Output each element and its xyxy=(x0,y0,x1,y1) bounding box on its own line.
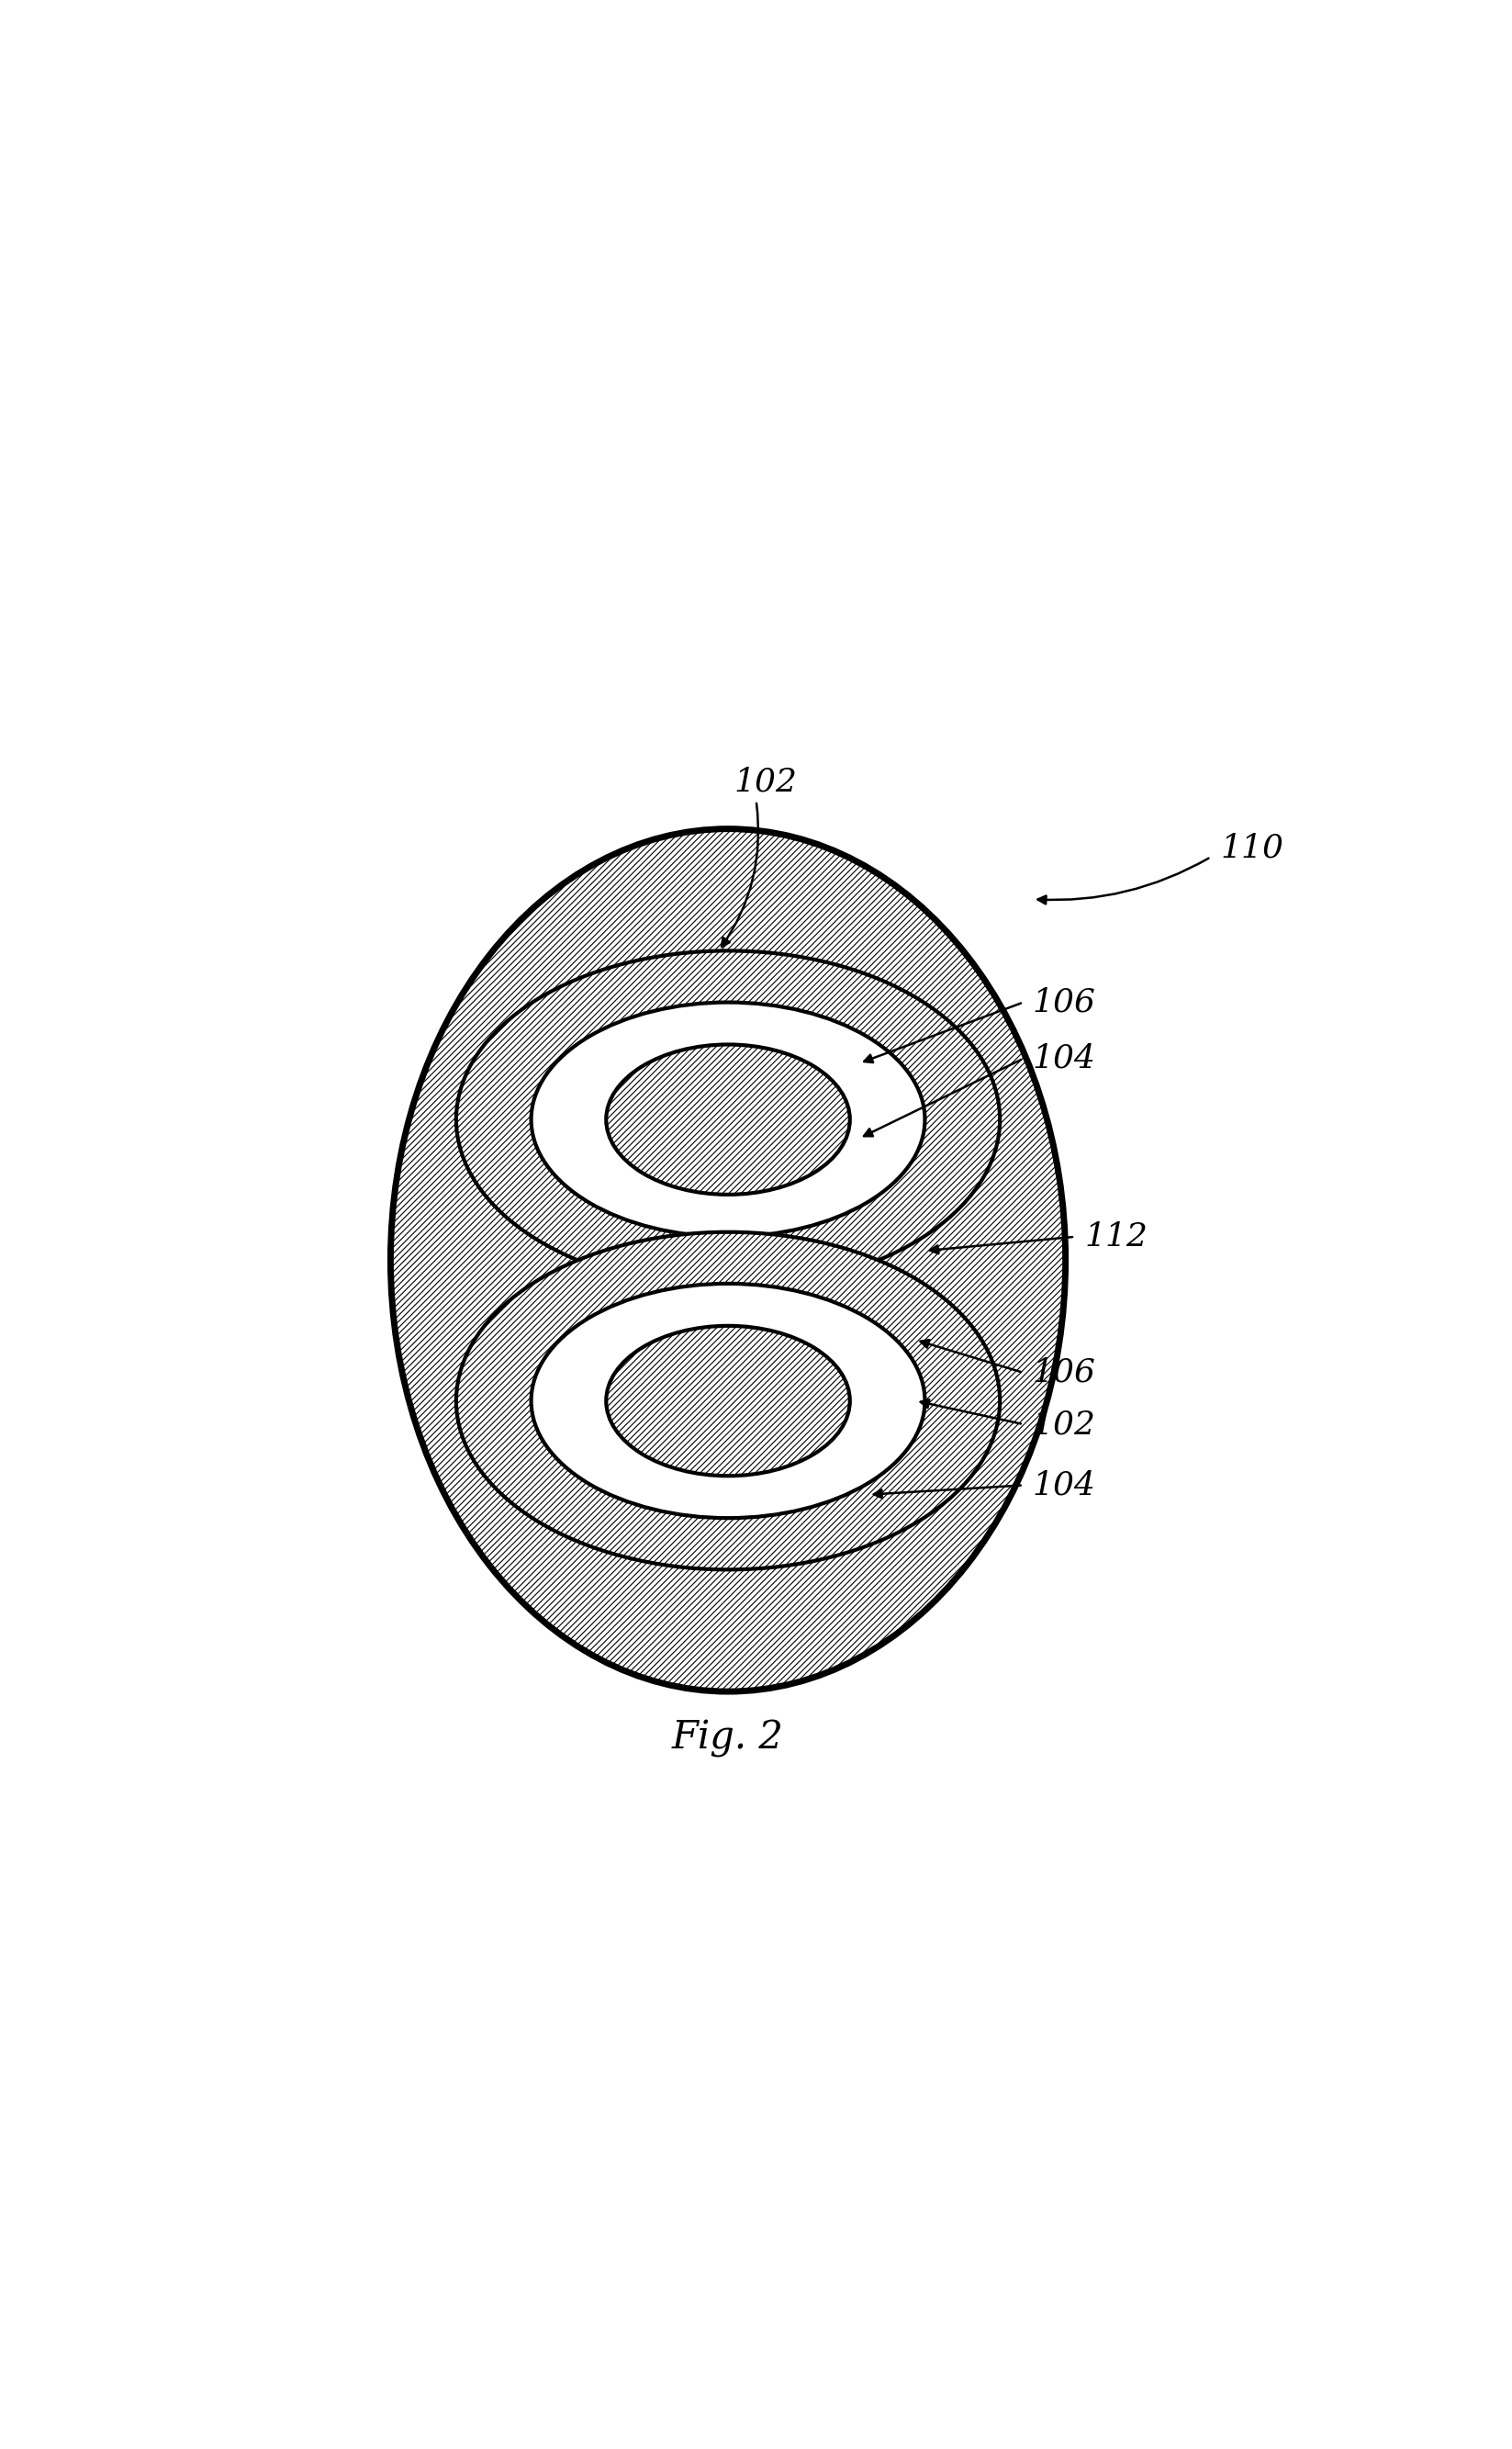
Ellipse shape xyxy=(457,950,999,1288)
Text: 104: 104 xyxy=(1033,1043,1096,1075)
Ellipse shape xyxy=(606,1046,850,1195)
Text: 106: 106 xyxy=(1033,1357,1096,1389)
Text: 112: 112 xyxy=(1084,1222,1148,1251)
Text: 102: 102 xyxy=(733,767,797,798)
Text: 102: 102 xyxy=(1033,1408,1096,1440)
Ellipse shape xyxy=(390,828,1066,1692)
Ellipse shape xyxy=(531,1002,925,1237)
Ellipse shape xyxy=(531,1283,925,1518)
Text: 104: 104 xyxy=(1033,1469,1096,1501)
Text: 110: 110 xyxy=(1220,833,1284,862)
Ellipse shape xyxy=(606,1325,850,1477)
Text: Fig. 2: Fig. 2 xyxy=(673,1719,783,1758)
Text: 106: 106 xyxy=(1033,987,1096,1019)
Ellipse shape xyxy=(457,1232,999,1570)
